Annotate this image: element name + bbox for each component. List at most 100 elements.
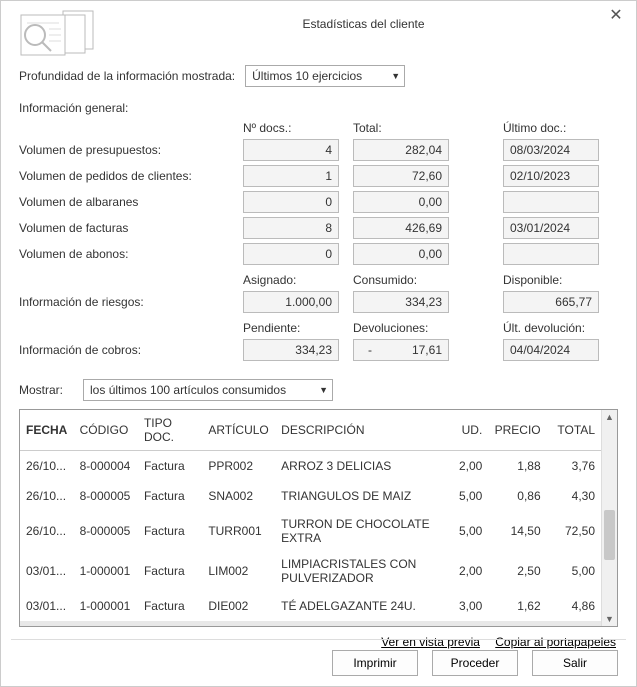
volume-total: 0,00 (353, 243, 449, 265)
table-row[interactable]: 26/10...8-000005FacturaTURR001TURRON DE … (20, 511, 601, 551)
volume-docs: 4 (243, 139, 339, 161)
chevron-down-icon: ▼ (319, 385, 328, 395)
cell-desc: TÉ ADELGAZANTE 24U. (275, 591, 452, 621)
cell-ud: 2,00 (452, 551, 488, 591)
cell-precio: 5,16 (488, 621, 546, 627)
cell-fecha: 26/10... (20, 481, 74, 511)
cell-precio: 0,86 (488, 481, 546, 511)
table-row[interactable]: 03/01...1-000001FacturaLIM002LIMPIACRIST… (20, 551, 601, 591)
header-assigned: Asignado: (243, 273, 353, 287)
collections-pending: 334,23 (243, 339, 339, 361)
volume-label: Volumen de facturas (19, 221, 243, 235)
cell-precio: 2,50 (488, 551, 546, 591)
cell-desc: LIMPIACRISTALES CON PULVERIZADOR (275, 551, 452, 591)
volume-last (503, 191, 599, 213)
cell-precio: 14,50 (488, 511, 546, 551)
cell-precio: 1,62 (488, 591, 546, 621)
table-header-descripción[interactable]: DESCRIPCIÓN (275, 410, 452, 451)
window-title: Estadísticas del cliente (101, 9, 626, 31)
cell-tipo: Factura (138, 551, 202, 591)
cell-total: 4,86 (547, 591, 601, 621)
print-button[interactable]: Imprimir (332, 650, 418, 676)
table-header-fecha[interactable]: FECHA (20, 410, 74, 451)
cell-codigo: 8-000005 (74, 481, 138, 511)
cell-fecha: 03/01... (20, 591, 74, 621)
header-returns: Devoluciones: (353, 321, 503, 335)
cell-fecha: 03/01... (20, 551, 74, 591)
header-total: Total: (353, 121, 503, 135)
general-title: Información general: (19, 101, 618, 115)
volume-total: 426,69 (353, 217, 449, 239)
depth-select-value: Últimos 10 ejercicios (252, 69, 362, 83)
table-row[interactable]: 03/01...1-000001FacturaHEL002TARRINAS DE… (20, 621, 601, 627)
exit-button[interactable]: Salir (532, 650, 618, 676)
risks-consumed: 334,23 (353, 291, 449, 313)
collections-returns: - 17,61 (353, 339, 449, 361)
header-lastreturn: Últ. devolución: (503, 321, 613, 335)
volume-total: 72,60 (353, 165, 449, 187)
cell-ud: 2,00 (452, 451, 488, 481)
volume-label: Volumen de abonos: (19, 247, 243, 261)
cell-total: 5,00 (547, 551, 601, 591)
volume-docs: 1 (243, 165, 339, 187)
cell-desc: TRIANGULOS DE MAIZ (275, 481, 452, 511)
preview-link[interactable]: Ver en vista previa (381, 635, 480, 649)
depth-select[interactable]: Últimos 10 ejercicios ▼ (245, 65, 405, 87)
volume-docs: 0 (243, 191, 339, 213)
chevron-down-icon: ▼ (391, 71, 400, 81)
table-row[interactable]: 26/10...8-000005FacturaSNA002TRIANGULOS … (20, 481, 601, 511)
cell-articulo: HEL002 (202, 621, 275, 627)
table-header-total[interactable]: TOTAL (547, 410, 601, 451)
cell-precio: 1,88 (488, 451, 546, 481)
table-header-artículo[interactable]: ARTÍCULO (202, 410, 275, 451)
table-row[interactable]: 03/01...1-000001FacturaDIE002TÉ ADELGAZA… (20, 591, 601, 621)
volume-label: Volumen de presupuestos: (19, 143, 243, 157)
cell-ud: 5,00 (452, 511, 488, 551)
cell-tipo: Factura (138, 481, 202, 511)
scroll-down-icon: ▼ (602, 614, 617, 624)
cell-codigo: 1-000001 (74, 591, 138, 621)
cell-total: 3,76 (547, 451, 601, 481)
cell-desc: ARROZ 3 DELICIAS (275, 451, 452, 481)
close-button[interactable]: ✕ (606, 7, 626, 27)
scroll-up-icon: ▲ (602, 412, 617, 422)
proceed-button[interactable]: Proceder (432, 650, 518, 676)
table-header-precio[interactable]: PRECIO (488, 410, 546, 451)
header-available: Disponible: (503, 273, 613, 287)
articles-table: FECHACÓDIGOTIPO DOC.ARTÍCULODESCRIPCIÓNU… (19, 409, 618, 627)
cell-total: 4,30 (547, 481, 601, 511)
risks-assigned: 1.000,00 (243, 291, 339, 313)
cell-articulo: DIE002 (202, 591, 275, 621)
cell-desc: TARRINAS DE VAINILLA, CHOCOLATE Y FRESA … (275, 621, 452, 627)
clipboard-link[interactable]: Copiar al portapapeles (495, 635, 616, 649)
table-row[interactable]: 26/10...8-000004FacturaPPR002ARROZ 3 DEL… (20, 451, 601, 481)
cell-articulo: PPR002 (202, 451, 275, 481)
volume-total: 282,04 (353, 139, 449, 161)
cell-ud: 1,00 (452, 621, 488, 627)
cell-tipo: Factura (138, 621, 202, 627)
document-stack-icon (11, 9, 101, 57)
table-header-código[interactable]: CÓDIGO (74, 410, 138, 451)
show-label: Mostrar: (19, 383, 63, 397)
volume-label: Volumen de pedidos de clientes: (19, 169, 243, 183)
risks-label: Información de riesgos: (19, 295, 243, 309)
show-select[interactable]: los últimos 100 artículos consumidos ▼ (83, 379, 333, 401)
cell-fecha: 26/10... (20, 511, 74, 551)
volume-last: 02/10/2023 (503, 165, 599, 187)
cell-total: 5,16 (547, 621, 601, 627)
scroll-thumb[interactable] (604, 510, 615, 560)
risks-available: 665,77 (503, 291, 599, 313)
table-header-tipo doc.[interactable]: TIPO DOC. (138, 410, 202, 451)
cell-codigo: 1-000001 (74, 621, 138, 627)
show-select-value: los últimos 100 artículos consumidos (90, 383, 286, 397)
cell-tipo: Factura (138, 511, 202, 551)
cell-codigo: 1-000001 (74, 551, 138, 591)
table-scrollbar[interactable]: ▲ ▼ (601, 410, 617, 626)
cell-articulo: SNA002 (202, 481, 275, 511)
cell-articulo: TURR001 (202, 511, 275, 551)
cell-articulo: LIM002 (202, 551, 275, 591)
volume-docs: 8 (243, 217, 339, 239)
cell-codigo: 8-000004 (74, 451, 138, 481)
header-pending: Pendiente: (243, 321, 353, 335)
table-header-ud.[interactable]: UD. (452, 410, 488, 451)
